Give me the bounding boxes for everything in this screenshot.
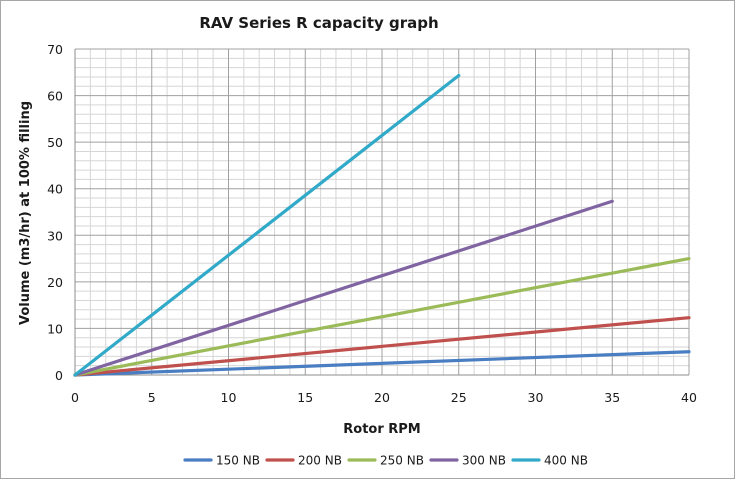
series-line-300-nb: [73, 199, 614, 377]
y-tick-label: 60: [47, 89, 63, 104]
legend-label-200-nb: 200 NB: [298, 454, 342, 468]
legend-label-150-nb: 150 NB: [216, 454, 260, 468]
x-tick-label: 10: [221, 390, 237, 405]
legend-label-250-nb: 250 NB: [380, 454, 424, 468]
axes: [74, 49, 689, 376]
x-tick-label: 0: [71, 390, 79, 405]
legend-label-300-nb: 300 NB: [462, 454, 506, 468]
y-tick-label: 10: [47, 321, 63, 336]
legend-label-400-nb: 400 NB: [544, 454, 588, 468]
tick-labels: 0 5 10 15 20 25 30 35 40 0 10 20 30 40 50 60 70: [47, 42, 697, 405]
x-tick-label: 30: [528, 390, 544, 405]
x-axis-title: Rotor RPM: [343, 422, 421, 437]
x-tick-label: 20: [374, 390, 390, 405]
x-tick-label: 5: [148, 390, 156, 405]
gridlines: [75, 48, 690, 375]
series-line-400-nb: [73, 73, 461, 377]
series-lines: [73, 73, 691, 377]
legend: 150 NB 200 NB 250 NB 300 NB 400 NB: [183, 454, 588, 468]
x-tick-label: 40: [681, 390, 697, 405]
y-tick-label: 50: [47, 135, 63, 150]
y-tick-label: 0: [55, 368, 63, 383]
x-tick-label: 25: [451, 390, 467, 405]
x-tick-label: 15: [297, 390, 313, 405]
chart-title: RAV Series R capacity graph: [199, 14, 438, 32]
series-line-200-nb: [73, 316, 691, 377]
y-axis-title: Volume (m3/hr) at 100% filling: [18, 101, 33, 325]
x-tick-label: 35: [604, 390, 620, 405]
y-tick-label: 40: [47, 182, 63, 197]
series-line-250-nb: [73, 256, 691, 377]
y-tick-label: 70: [47, 42, 63, 57]
series-line-150-nb: [73, 350, 691, 377]
y-tick-label: 20: [47, 275, 63, 290]
y-tick-label: 30: [47, 228, 63, 243]
